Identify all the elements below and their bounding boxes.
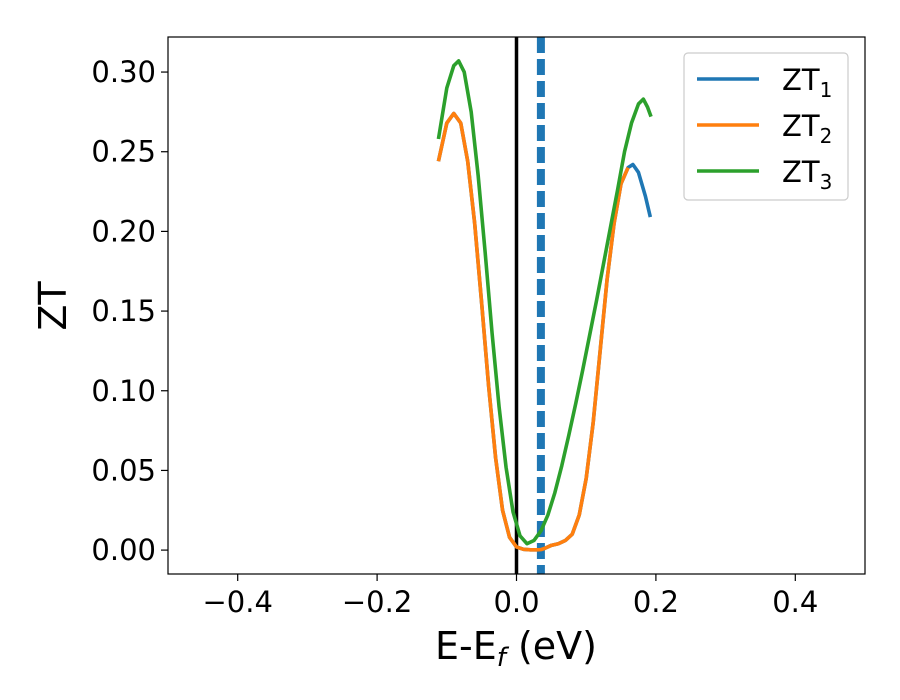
x-axis-ticks: −0.4 −0.2 0.0 0.2 0.4 bbox=[202, 574, 818, 619]
y-axis-label: ZT bbox=[31, 281, 75, 331]
vertical-lines bbox=[514, 37, 545, 574]
y-tick-label: 0.15 bbox=[91, 294, 156, 328]
legend-frame bbox=[683, 52, 849, 201]
y-tick-label: 0.10 bbox=[91, 374, 156, 408]
y-tick-label: 0.05 bbox=[91, 453, 156, 487]
x-tick-label: 0.2 bbox=[633, 585, 679, 619]
x-tick-label: 0.4 bbox=[772, 585, 818, 619]
y-axis-ticks: 0.00 0.05 0.10 0.15 0.20 0.25 0.30 bbox=[91, 55, 168, 567]
y-tick-label: 0.25 bbox=[91, 135, 156, 169]
legend-label-1: ZT1 bbox=[782, 63, 832, 102]
series-lines bbox=[436, 59, 653, 552]
series-line-2 bbox=[436, 111, 630, 552]
legend-label-2: ZT2 bbox=[782, 109, 832, 148]
x-tick-label: −0.2 bbox=[342, 585, 412, 619]
series-line-3 bbox=[436, 59, 653, 546]
y-tick-label: 0.00 bbox=[91, 533, 156, 567]
x-axis-label: E-Ef (eV) bbox=[435, 624, 597, 673]
x-tick-label: 0.0 bbox=[493, 585, 539, 619]
y-tick-label: 0.20 bbox=[91, 214, 156, 248]
y-tick-label: 0.30 bbox=[91, 55, 156, 89]
legend: ZT1 ZT2 ZT3 bbox=[683, 52, 849, 201]
x-tick-label: −0.4 bbox=[202, 585, 272, 619]
legend-label-3: ZT3 bbox=[782, 155, 832, 194]
